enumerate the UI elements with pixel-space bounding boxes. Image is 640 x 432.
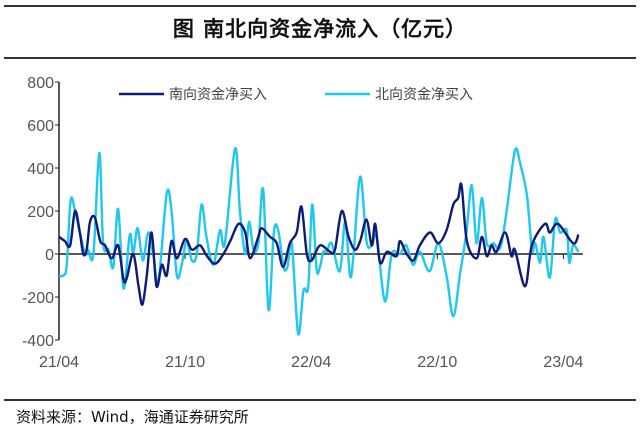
top-rule (4, 5, 636, 7)
southbound-series-line (58, 182, 580, 306)
y-tick-label: 800 (27, 75, 54, 92)
y-tick-label: 0 (45, 247, 54, 264)
x-tick-label: 21/04 (39, 354, 79, 371)
x-tick-label: 23/04 (543, 354, 583, 371)
legend-label: 北向资金净买入 (375, 87, 473, 103)
y-tick-label: 400 (27, 161, 54, 178)
y-tick-label: 600 (27, 118, 54, 135)
chart-title: 图 南北向资金净流入（亿元） (172, 16, 468, 41)
x-tick-label: 22/04 (291, 354, 331, 371)
axes: 800 600 400 200 0 -200 -400 21/04 21/10 22/04 22/1… (22, 75, 584, 371)
bottom-rule (4, 399, 636, 401)
legend: 南向资金净买入 北向资金净买入 (119, 87, 473, 103)
y-tick-label: -200 (22, 290, 54, 307)
x-tick-label: 22/10 (417, 354, 457, 371)
source-note: 资料来源：Wind，海通证券研究所 (16, 408, 249, 426)
title-rule (4, 57, 636, 59)
legend-label: 南向资金净买入 (169, 87, 267, 103)
line-chart: 800 600 400 200 0 -200 -400 21/04 21/10 22/04 22/1… (22, 75, 584, 371)
series-lines (58, 147, 580, 336)
x-tick-label: 21/10 (165, 354, 205, 371)
y-tick-label: 200 (27, 204, 54, 221)
y-tick-label: -400 (22, 333, 54, 350)
